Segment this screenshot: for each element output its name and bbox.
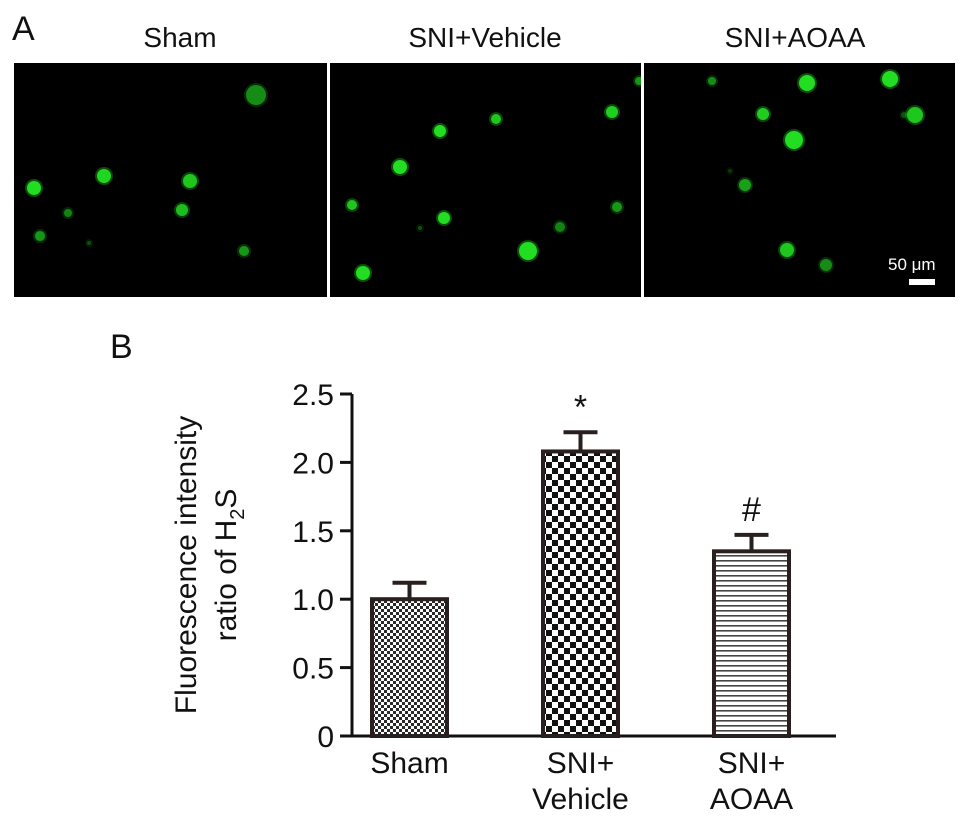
cell-glow [85, 239, 93, 247]
panel-a-letter: A [12, 10, 35, 48]
fluorescent-cell [27, 181, 41, 195]
fluorescent-cell [393, 160, 407, 174]
fluorescent-cell [635, 77, 641, 85]
fluorescent-cell [708, 77, 716, 85]
fluorescent-cell [780, 243, 794, 257]
micrograph-sni-aoaa: 50 μm [644, 63, 955, 297]
bar [370, 597, 449, 739]
bar [541, 449, 620, 738]
y-tick-label: 0.5 [292, 653, 334, 686]
y-tick-label: 2.5 [292, 379, 334, 412]
fluorescent-cell [555, 222, 565, 232]
panel-b-letter: B [110, 328, 133, 366]
fluorescent-cell [438, 212, 450, 224]
significance-mark: # [742, 491, 761, 529]
scale-bar-label: 50 μm [888, 255, 936, 274]
y-axis-title-line2: ratio of H2S [210, 489, 249, 642]
x-tick-label: SNI+ [718, 747, 786, 780]
cell-glow [416, 224, 424, 232]
fluorescent-cell [418, 226, 422, 230]
fluorescent-cell [183, 174, 197, 188]
fluorescent-cell [64, 209, 72, 217]
fluorescent-cell [882, 71, 898, 87]
fluorescent-cell [35, 231, 45, 241]
fluorescent-cell [606, 106, 618, 118]
x-tick-label: Vehicle [532, 783, 629, 816]
micrograph-sni-vehicle [330, 63, 641, 297]
y-tick-label: 0 [317, 721, 334, 754]
fluorescent-cell [246, 85, 266, 105]
fluorescent-cell [612, 202, 622, 212]
x-tick-label: SNI+ [547, 747, 615, 780]
micro-title-sham: Sham [143, 22, 217, 53]
fluorescent-cell [97, 169, 111, 183]
bar [712, 549, 791, 738]
cell-glow [726, 167, 734, 175]
micro-title-sni-aoaa: SNI+AOAA [724, 22, 866, 53]
fluorescent-cell [87, 241, 91, 245]
cell-layer [345, 75, 641, 282]
y-tick-label: 1.5 [292, 516, 334, 549]
y-tick-label: 2.0 [292, 447, 334, 480]
fluorescent-cell [799, 75, 815, 91]
fluorescent-cell [519, 242, 537, 260]
significance-mark: * [574, 388, 587, 426]
x-tick-label: Sham [370, 747, 448, 780]
fluorescent-cell [907, 107, 923, 123]
fluorescent-cell [176, 204, 188, 216]
fluorescent-cell [347, 200, 357, 210]
x-tick-label: AOAA [710, 783, 793, 816]
fluorescent-cell [820, 259, 832, 271]
fluorescent-cell [239, 246, 249, 256]
micrograph-sham [14, 63, 327, 297]
cell-glow [899, 110, 909, 120]
fluorescent-cell [739, 179, 751, 191]
fluorescent-cell [491, 114, 501, 124]
fluorescent-cell [434, 125, 446, 137]
cell-layer [706, 69, 925, 273]
fluorescent-cell [785, 131, 803, 149]
fluorescent-cell [356, 266, 370, 280]
fluorescent-cell [901, 112, 907, 118]
y-axis-title-line1: Fluorescence intensity [170, 416, 203, 714]
micro-title-sni-vehicle: SNI+Vehicle [408, 22, 562, 53]
fluorescent-cell [757, 108, 769, 120]
fluorescent-cell [728, 169, 732, 173]
scale-bar [909, 279, 935, 285]
cell-layer [25, 83, 268, 258]
y-tick-label: 1.0 [292, 584, 334, 617]
